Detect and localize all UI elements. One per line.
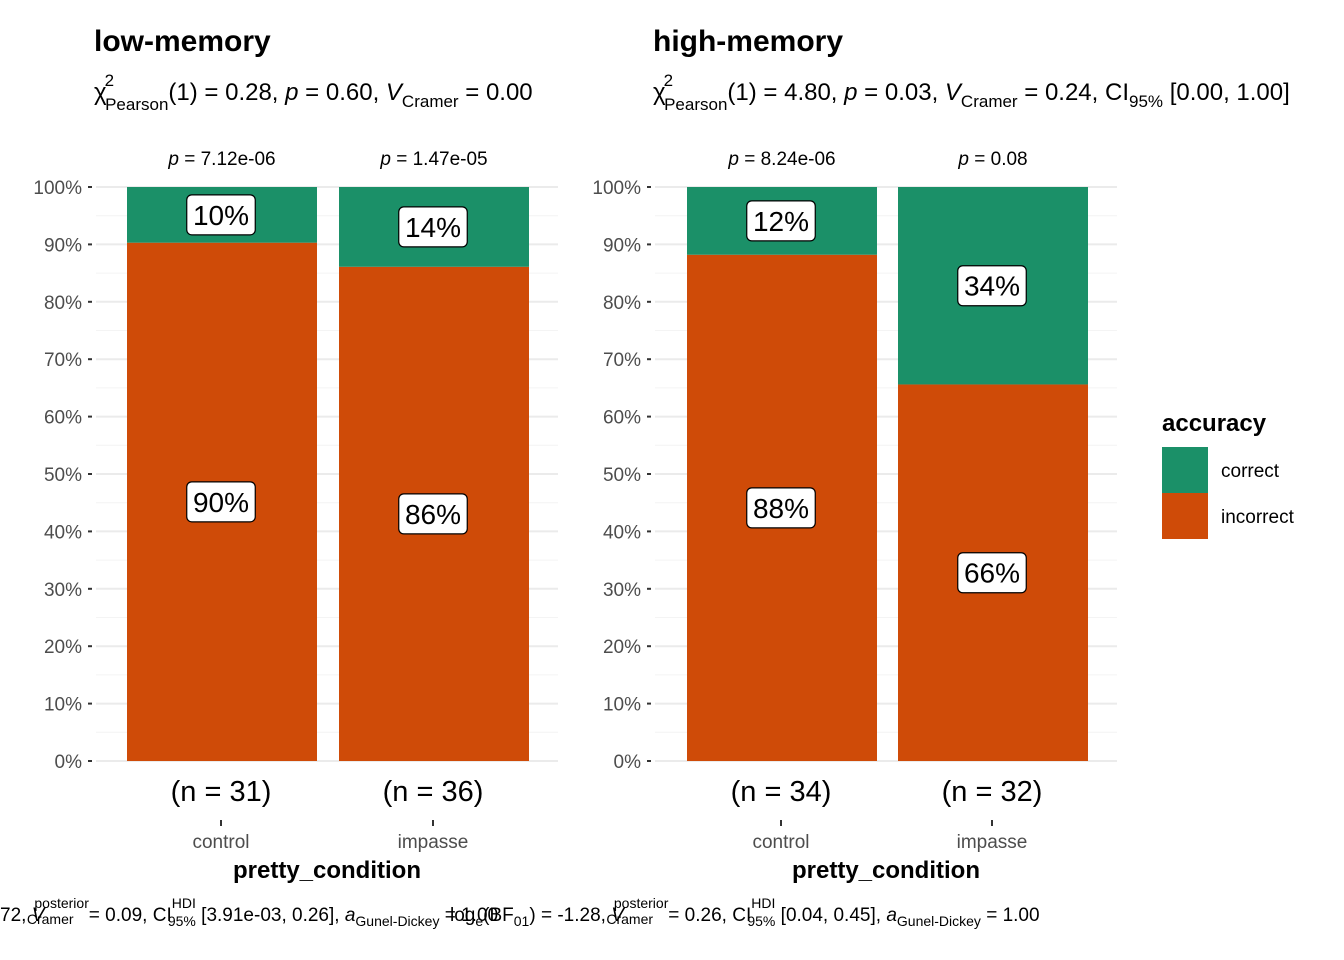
bar-p-value-label: p = 8.24e-06	[727, 149, 835, 170]
y-tick-label: 0%	[614, 752, 642, 773]
bar-percent-label-box	[186, 194, 256, 236]
bar-percent-label-box	[186, 481, 256, 523]
legend-title: accuracy	[1162, 410, 1267, 437]
bar-percent-label: 14%	[405, 212, 461, 243]
caption-high-memory: loge(BF01) = -1.28, Vposterior Cramer = 0…	[450, 895, 1040, 929]
bar-percent-label: 12%	[753, 206, 809, 237]
y-tick-label: 60%	[44, 408, 82, 429]
bar-p-value-label: p = 1.47e-05	[379, 149, 487, 170]
y-tick-label: 100%	[33, 178, 82, 199]
bars: 90% 10% 86% 14% 88% 12% 66% 34%	[127, 187, 1088, 762]
x-sample-size-label: (n = 34)	[731, 776, 832, 808]
y-tick-label: 20%	[44, 637, 82, 658]
bar-percent-label-box	[957, 552, 1027, 594]
legend-swatch-correct	[1162, 447, 1208, 493]
panel-subtitle-high-memory: χ2 Pearson(1) = 4.80, p = 0.03, VCramer =…	[653, 71, 1290, 114]
x-axis-title-low-memory: pretty_condition	[233, 857, 421, 884]
legend-swatch-incorrect	[1162, 493, 1208, 539]
y-tick-label: 90%	[44, 235, 82, 256]
y-tick-label: 70%	[603, 350, 641, 371]
panel-subtitle-low-memory: χ2 Pearson(1) = 0.28, p = 0.60, VCramer =…	[94, 71, 533, 114]
y-tick-label: 60%	[603, 408, 641, 429]
y-tick-label: 10%	[44, 695, 82, 716]
y-tick-label: 40%	[44, 522, 82, 543]
axes: 0% 10% 20% 30% 40% 50% 60% 70% 80% 90% 100% (n = 31…	[33, 178, 1042, 853]
y-tick-label: 80%	[44, 293, 82, 314]
caption-low-memory: 72, Vposterior Cramer = 0.09, CIHDI 95% [3…	[0, 895, 498, 929]
y-tick-label: 10%	[603, 695, 641, 716]
bar-p-value-label: p = 0.08	[957, 149, 1027, 170]
y-tick-label: 30%	[603, 580, 641, 601]
bar-percent-label-box	[746, 200, 816, 242]
y-tick-label: 30%	[44, 580, 82, 601]
bar-percent-label: 34%	[964, 271, 1020, 302]
x-tick-label: control	[752, 832, 809, 853]
bar-percent-label: 66%	[964, 558, 1020, 589]
y-tick-label: 90%	[603, 235, 641, 256]
panel-title-high-memory: high-memory	[653, 25, 843, 58]
bar-percent-label: 86%	[405, 499, 461, 530]
legend-label-correct: correct	[1221, 461, 1280, 482]
bar-percent-label-box	[746, 487, 816, 529]
x-tick-label: impasse	[957, 832, 1028, 853]
x-sample-size-label: (n = 32)	[942, 776, 1043, 808]
y-tick-label: 70%	[44, 350, 82, 371]
x-sample-size-label: (n = 36)	[383, 776, 484, 808]
y-tick-label: 50%	[603, 465, 641, 486]
bar-percent-label-box	[398, 206, 468, 248]
legend-label-incorrect: incorrect	[1221, 507, 1295, 528]
bar-percent-label-box	[398, 493, 468, 535]
x-tick-label: impasse	[398, 832, 469, 853]
bar-percent-label-box	[957, 265, 1027, 307]
y-tick-label: 100%	[592, 178, 641, 199]
y-tick-label: 20%	[603, 637, 641, 658]
legend: accuracy correct incorrect	[1162, 410, 1295, 539]
x-tick-label: control	[192, 832, 249, 853]
bar-percent-label: 10%	[193, 200, 249, 231]
y-tick-label: 50%	[44, 465, 82, 486]
bar-p-value-label: p = 7.12e-06	[167, 149, 275, 170]
y-tick-label: 0%	[55, 752, 83, 773]
y-tick-label: 40%	[603, 522, 641, 543]
x-axis-title-high-memory: pretty_condition	[792, 857, 980, 884]
bar-percent-label: 88%	[753, 493, 809, 524]
x-sample-size-label: (n = 31)	[171, 776, 272, 808]
panel-title-low-memory: low-memory	[94, 25, 271, 58]
bar-percent-label: 90%	[193, 487, 249, 518]
y-tick-label: 80%	[603, 293, 641, 314]
